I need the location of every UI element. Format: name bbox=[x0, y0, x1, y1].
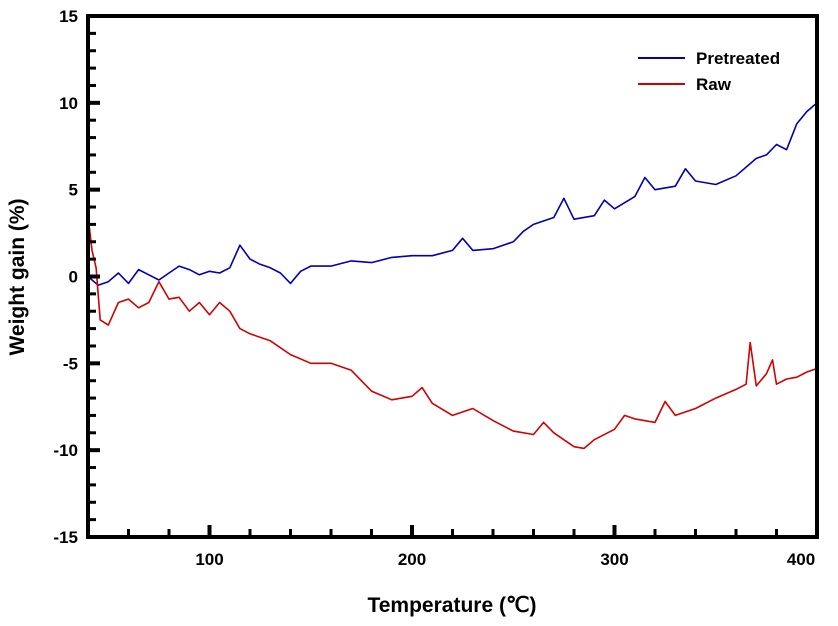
y-tick-label: -5 bbox=[63, 354, 78, 373]
y-tick-label: -10 bbox=[53, 441, 78, 460]
series-line-raw bbox=[87, 215, 818, 450]
y-tick-label: -15 bbox=[53, 528, 78, 547]
plot-frame bbox=[86, 14, 819, 539]
y-tick-label: 10 bbox=[59, 94, 78, 113]
x-tick-label: 200 bbox=[398, 550, 426, 569]
x-axis-title: Temperature (℃) bbox=[367, 594, 536, 617]
series-line-pretreated bbox=[87, 102, 818, 287]
x-tick-label: 400 bbox=[787, 550, 815, 569]
x-tick-label: 300 bbox=[600, 550, 628, 569]
y-axis-title: Weight gain (%) bbox=[6, 198, 29, 355]
legend-label-raw: Raw bbox=[696, 75, 732, 94]
legend: Pretreated Raw bbox=[638, 49, 780, 94]
y-tick-label: 15 bbox=[59, 7, 78, 26]
y-tick-label: 0 bbox=[69, 268, 78, 287]
legend-label-pretreated: Pretreated bbox=[696, 49, 780, 68]
y-tick-label: 5 bbox=[69, 181, 78, 200]
x-tick-label: 100 bbox=[195, 550, 223, 569]
